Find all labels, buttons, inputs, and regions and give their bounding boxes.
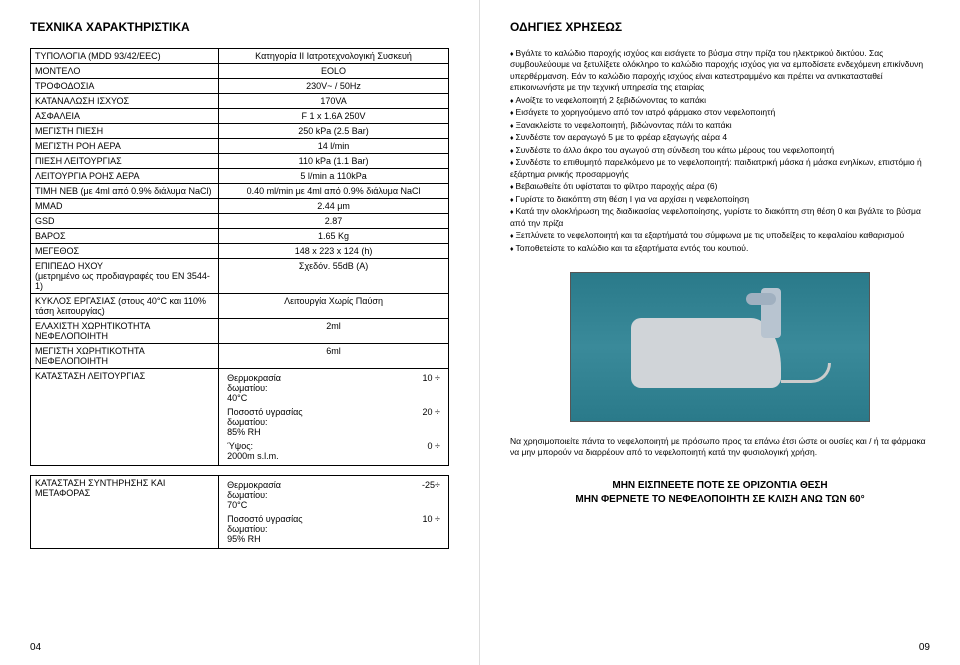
instructions-list: Βγάλτε το καλώδιο παροχής ισχύος και εισ… xyxy=(510,48,930,254)
nebulizer-body xyxy=(631,318,781,388)
page-number-left: 04 xyxy=(30,642,41,653)
spec-value: 170VA xyxy=(219,94,449,109)
spec-value: Κατηγορία II Ιατροτεχνολογική Συσκευή xyxy=(219,49,449,64)
spec-label: ΚΑΤΑΣΤΑΣΗ ΛΕΙΤΟΥΡΓΙΑΣ xyxy=(31,369,219,466)
spec-value: Σχεδόν. 55dB (A) xyxy=(219,259,449,294)
condition-value: 10 ÷ xyxy=(323,512,445,546)
spec-label: ΒΑΡΟΣ xyxy=(31,229,219,244)
specs-title: ΤΕΧΝΙΚΑ ΧΑΡΑΚΤΗΡΙΣΤΙΚΑ xyxy=(30,20,449,34)
page-09: ΟΔΗΓΙΕΣ ΧΡΗΣΕΩΣ Βγάλτε το καλώδιο παροχή… xyxy=(480,0,960,665)
table-row: MMAD2.44 μm xyxy=(31,199,449,214)
condition-value: 20 ÷ xyxy=(323,405,445,439)
table-row: ΜΕΓΙΣΤΗ ΠΙΕΣΗ250 kPa (2.5 Bar) xyxy=(31,124,449,139)
page-number-right: 09 xyxy=(919,642,930,653)
spec-label: ΜΟΝΤΕΛΟ xyxy=(31,64,219,79)
condition-label: Θερμοκρασία δωματίου: 40°C xyxy=(223,371,322,405)
spec-value: 6ml xyxy=(219,344,449,369)
spec-value: 14 l/min xyxy=(219,139,449,154)
table-row: ΕΛΑΧΙΣΤΗ ΧΩΡΗΤΙΚΟΤΗΤΑ ΝΕΦΕΛΟΠΟΙΗΤΗ2ml xyxy=(31,319,449,344)
table-row: ΜΕΓΙΣΤΗ ΧΩΡΗΤΙΚΟΤΗΤΑ ΝΕΦΕΛΟΠΟΙΗΤΗ6ml xyxy=(31,344,449,369)
spec-label: ΤΙΜΗ ΝΕΒ (με 4ml από 0.9% διάλυμα NaCl) xyxy=(31,184,219,199)
spec-label: GSD xyxy=(31,214,219,229)
spec-value: 230V~ / 50Hz xyxy=(219,79,449,94)
spec-value: 0.40 ml/min με 4ml από 0.9% διάλυμα NaCl xyxy=(219,184,449,199)
list-item: Βεβαιωθείτε ότι υφίσταται το φίλτρο παρο… xyxy=(510,181,930,192)
table-row: ΠΙΕΣΗ ΛΕΙΤΟΥΡΓΙΑΣ110 kPa (1.1 Bar) xyxy=(31,154,449,169)
condition-value: 0 ÷ xyxy=(323,439,445,463)
spec-value: Θερμοκρασία δωματίου: 70°C-25÷Ποσοστό υγ… xyxy=(219,476,449,549)
mouthpiece xyxy=(746,293,776,305)
table-row: ΜΟΝΤΕΛΟEOLO xyxy=(31,64,449,79)
spec-value: F 1 x 1.6A 250V xyxy=(219,109,449,124)
table-row: ΚΑΤΑΝΑΛΩΣΗ ΙΣΧΥΟΣ170VA xyxy=(31,94,449,109)
list-item: Γυρίστε το διακόπτη στη θέση I για να αρ… xyxy=(510,194,930,205)
spec-label: ΤΡΟΦΟΔΟΣΙΑ xyxy=(31,79,219,94)
spec-value: 148 x 223 x 124 (h) xyxy=(219,244,449,259)
list-item: Ξεπλύνετε το νεφελοποιητή και τα εξαρτήμ… xyxy=(510,230,930,241)
spec-label: ΚΑΤΑΝΑΛΩΣΗ ΙΣΧΥΟΣ xyxy=(31,94,219,109)
spec-value: 2.44 μm xyxy=(219,199,449,214)
spec-label: ΠΙΕΣΗ ΛΕΙΤΟΥΡΓΙΑΣ xyxy=(31,154,219,169)
table-row: ΚΑΤΑΣΤΑΣΗ ΛΕΙΤΟΥΡΓΙΑΣΘερμοκρασία δωματίο… xyxy=(31,369,449,466)
list-item: Βγάλτε το καλώδιο παροχής ισχύος και εισ… xyxy=(510,48,930,94)
spec-label: ΜΕΓΙΣΤΗ ΠΙΕΣΗ xyxy=(31,124,219,139)
spacer-row xyxy=(31,466,449,476)
table-row: ΑΣΦΑΛΕΙΑF 1 x 1.6A 250V xyxy=(31,109,449,124)
spec-value: 110 kPa (1.1 Bar) xyxy=(219,154,449,169)
list-item: Συνδέστε τον αεραγωγό 5 με το φρέαρ εξαγ… xyxy=(510,132,930,143)
spec-value: 2ml xyxy=(219,319,449,344)
spec-label: ΚΑΤΑΣΤΑΣΗ ΣΥΝΤΗΡΗΣΗΣ ΚΑΙ ΜΕΤΑΦΟΡΑΣ xyxy=(31,476,219,549)
spec-value: 5 l/min a 110kPa xyxy=(219,169,449,184)
list-item: Συνδέστε το άλλο άκρο του αγωγού στη σύν… xyxy=(510,145,930,156)
spec-label: ΜΕΓΙΣΤΗ ΡΟΗ ΑΕΡΑ xyxy=(31,139,219,154)
spec-value: 1.65 Kg xyxy=(219,229,449,244)
device-photo xyxy=(570,272,870,422)
spec-label: ΜΕΓΙΣΤΗ ΧΩΡΗΤΙΚΟΤΗΤΑ ΝΕΦΕΛΟΠΟΙΗΤΗ xyxy=(31,344,219,369)
condition-label: Ύψος: 2000m s.l.m. xyxy=(223,439,322,463)
condition-value: -25÷ xyxy=(323,478,445,512)
list-item: Συνδέστε το επιθυμητό παρελκόμενο με το … xyxy=(510,157,930,180)
table-row: GSD2.87 xyxy=(31,214,449,229)
table-row: ΛΕΙΤΟΥΡΓΙΑ ΡΟΗΣ ΑΕΡΑ5 l/min a 110kPa xyxy=(31,169,449,184)
air-tube xyxy=(781,363,831,383)
table-row: ΤΙΜΗ ΝΕΒ (με 4ml από 0.9% διάλυμα NaCl)0… xyxy=(31,184,449,199)
page-04: ΤΕΧΝΙΚΑ ΧΑΡΑΚΤΗΡΙΣΤΙΚΑ ΤΥΠΟΛΟΓΙΑ (MDD 93… xyxy=(0,0,480,665)
condition-label: Θερμοκρασία δωματίου: 70°C xyxy=(223,478,322,512)
spec-label: ΛΕΙΤΟΥΡΓΙΑ ΡΟΗΣ ΑΕΡΑ xyxy=(31,169,219,184)
spec-label: ΚΥΚΛΟΣ ΕΡΓΑΣΙΑΣ (στους 40°C και 110% τάσ… xyxy=(31,294,219,319)
condition-value: 10 ÷ xyxy=(323,371,445,405)
list-item: Ανοίξτε το νεφελοποιητή 2 ξεβιδώνοντας τ… xyxy=(510,95,930,106)
spec-label: ΕΠΙΠΕΔΟ ΗΧΟΥ (μετρημένο ως προδιαγραφές … xyxy=(31,259,219,294)
spec-value: Θερμοκρασία δωματίου: 40°C10 ÷Ποσοστό υγ… xyxy=(219,369,449,466)
table-row: ΜΕΓΙΣΤΗ ΡΟΗ ΑΕΡΑ14 l/min xyxy=(31,139,449,154)
spec-label: ΑΣΦΑΛΕΙΑ xyxy=(31,109,219,124)
list-item: Τοποθετείστε το καλώδιο και τα εξαρτήματ… xyxy=(510,243,930,254)
table-row: ΒΑΡΟΣ1.65 Kg xyxy=(31,229,449,244)
table-row: ΕΠΙΠΕΔΟ ΗΧΟΥ (μετρημένο ως προδιαγραφές … xyxy=(31,259,449,294)
spec-label: ΤΥΠΟΛΟΓΙΑ (MDD 93/42/EEC) xyxy=(31,49,219,64)
spec-value: 250 kPa (2.5 Bar) xyxy=(219,124,449,139)
list-item: Ξανακλείστε το νεφελοποιητή, βιδώνοντας … xyxy=(510,120,930,131)
condition-label: Ποσοστό υγρασίας δωματίου: 85% RH xyxy=(223,405,322,439)
list-item: Κατά την ολοκλήρωση της διαδικασίας νεφε… xyxy=(510,206,930,229)
condition-label: Ποσοστό υγρασίας δωματίου: 95% RH xyxy=(223,512,322,546)
spec-value: Λειτουργία Χωρίς Παύση xyxy=(219,294,449,319)
spec-label: MMAD xyxy=(31,199,219,214)
spec-label: ΜΕΓΕΘΟΣ xyxy=(31,244,219,259)
instructions-title: ΟΔΗΓΙΕΣ ΧΡΗΣΕΩΣ xyxy=(510,20,930,34)
spec-value: EOLO xyxy=(219,64,449,79)
table-row: ΤΥΠΟΛΟΓΙΑ (MDD 93/42/EEC)Κατηγορία II Ια… xyxy=(31,49,449,64)
usage-note: Να χρησιμοποιείτε πάντα το νεφελοποιητή … xyxy=(510,436,930,459)
warning-line-2: ΜΗΝ ΦΕΡΝΕΤΕ ΤΟ ΝΕΦΕΛΟΠΟΙΗΤΗ ΣΕ ΚΛΙΣΗ ΑΝΩ… xyxy=(510,493,930,507)
table-row: ΚΑΤΑΣΤΑΣΗ ΣΥΝΤΗΡΗΣΗΣ ΚΑΙ ΜΕΤΑΦΟΡΑΣΘερμοκ… xyxy=(31,476,449,549)
list-item: Εισάγετε το χορηγούμενο από τον ιατρό φά… xyxy=(510,107,930,118)
spec-value: 2.87 xyxy=(219,214,449,229)
table-row: ΜΕΓΕΘΟΣ148 x 223 x 124 (h) xyxy=(31,244,449,259)
warning-line-1: ΜΗΝ ΕΙΣΠΝΕΕΤΕ ΠΟΤΕ ΣΕ ΟΡΙΖΟΝΤΙΑ ΘΕΣΗ xyxy=(510,479,930,493)
spec-label: ΕΛΑΧΙΣΤΗ ΧΩΡΗΤΙΚΟΤΗΤΑ ΝΕΦΕΛΟΠΟΙΗΤΗ xyxy=(31,319,219,344)
table-row: ΚΥΚΛΟΣ ΕΡΓΑΣΙΑΣ (στους 40°C και 110% τάσ… xyxy=(31,294,449,319)
specs-table: ΤΥΠΟΛΟΓΙΑ (MDD 93/42/EEC)Κατηγορία II Ια… xyxy=(30,48,449,549)
table-row: ΤΡΟΦΟΔΟΣΙΑ230V~ / 50Hz xyxy=(31,79,449,94)
